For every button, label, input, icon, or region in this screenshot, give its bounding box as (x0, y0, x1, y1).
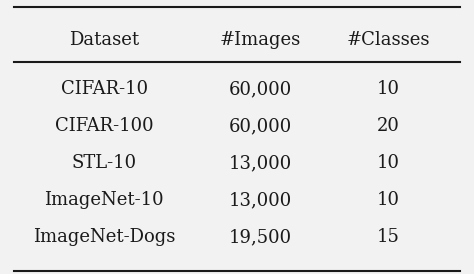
Text: 13,000: 13,000 (229, 191, 292, 209)
Text: #Images: #Images (220, 31, 301, 49)
Text: 20: 20 (377, 117, 400, 135)
Text: 60,000: 60,000 (229, 117, 292, 135)
Text: 60,000: 60,000 (229, 80, 292, 98)
Text: 15: 15 (377, 228, 400, 246)
Text: 13,000: 13,000 (229, 154, 292, 172)
Text: CIFAR-10: CIFAR-10 (61, 80, 148, 98)
Text: 10: 10 (377, 191, 400, 209)
Text: #Classes: #Classes (347, 31, 430, 49)
Text: 10: 10 (377, 80, 400, 98)
Text: 10: 10 (377, 154, 400, 172)
Text: Dataset: Dataset (69, 31, 139, 49)
Text: STL-10: STL-10 (72, 154, 137, 172)
Text: 19,500: 19,500 (229, 228, 292, 246)
Text: ImageNet-10: ImageNet-10 (45, 191, 164, 209)
Text: ImageNet-Dogs: ImageNet-Dogs (33, 228, 175, 246)
Text: CIFAR-100: CIFAR-100 (55, 117, 154, 135)
